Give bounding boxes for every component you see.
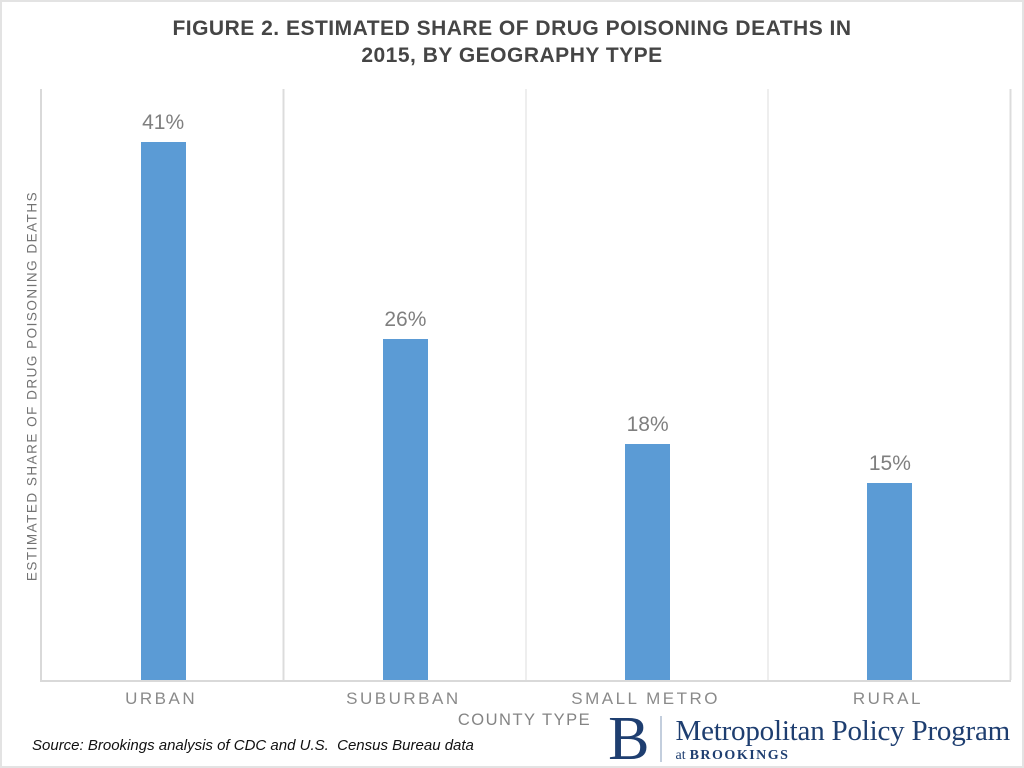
bar-slot-rural: 15%: [769, 89, 1011, 680]
category-label-rural: RURAL: [852, 689, 923, 708]
brookings-logo: B Metropolitan Policy Program at BROOKING…: [608, 705, 1010, 768]
chart-title-line2: 2015, BY GEOGRAPHY TYPE: [361, 44, 663, 67]
category-label-urban: URBAN: [125, 689, 198, 708]
chart-title-line1: FIGURE 2. ESTIMATED SHARE OF DRUG POISON…: [172, 17, 852, 40]
bar-urban: [140, 141, 186, 680]
bar-slot-urban: 41%: [42, 89, 284, 680]
bar-suburban: [382, 338, 428, 680]
bar-small-metro: [625, 443, 671, 680]
x-axis-title: COUNTY TYPE: [457, 711, 592, 729]
data-label-urban: 41%: [142, 110, 185, 134]
gridline: [767, 89, 769, 680]
logo-divider: [660, 716, 663, 762]
gridline: [1009, 89, 1011, 680]
logo-at-word: at: [675, 747, 686, 763]
bar-slot-suburban: 26%: [284, 89, 526, 680]
logo-subline: at BROOKINGS: [675, 747, 1010, 763]
bar-rural: [867, 483, 913, 680]
logo-program-name: Metropolitan Policy Program: [675, 714, 1010, 747]
brookings-b-mark: B: [608, 705, 650, 768]
category-label-suburban: SUBURBAN: [346, 689, 461, 708]
chart-title: FIGURE 2. ESTIMATED SHARE OF DRUG POISON…: [2, 15, 1022, 69]
gridline: [282, 89, 285, 680]
plot-area: 41% 26% 18% 15%: [40, 89, 1011, 682]
data-label-suburban: 26%: [384, 307, 427, 331]
data-label-rural: 15%: [868, 452, 911, 475]
x-axis-category-labels: URBAN SUBURBAN SMALL METRO RURAL: [40, 688, 1009, 710]
category-label-small-metro: SMALL METRO: [571, 689, 720, 708]
source-note: Source: Brookings analysis of CDC and U.…: [32, 737, 474, 754]
logo-brookings-word: BROOKINGS: [689, 747, 790, 763]
bar-slot-small-metro: 18%: [527, 89, 769, 680]
logo-text-block: Metropolitan Policy Program at BROOKINGS: [675, 716, 1010, 763]
data-label-small-metro: 18%: [626, 412, 669, 436]
gridline: [525, 89, 527, 680]
y-axis-label: ESTIMATED SHARE OF DRUG POISONING DEATHS: [24, 190, 40, 582]
